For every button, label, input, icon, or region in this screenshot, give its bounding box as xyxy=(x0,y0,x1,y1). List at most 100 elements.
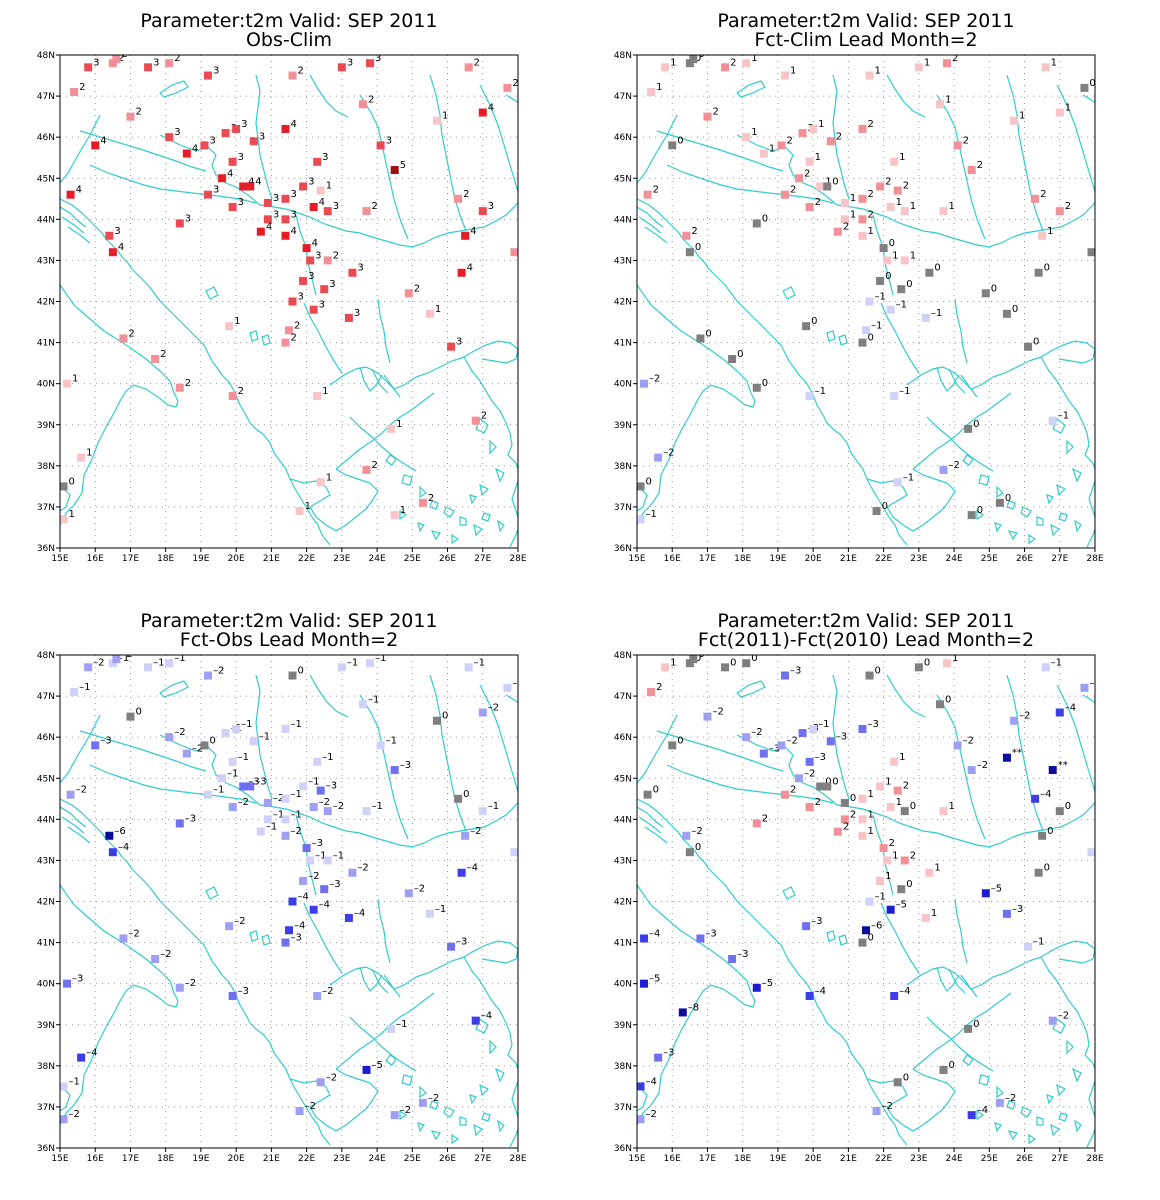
station-marker xyxy=(637,515,645,524)
station-marker xyxy=(858,231,867,240)
station-value-label: 2 xyxy=(867,209,873,220)
station-marker xyxy=(390,166,399,175)
station-marker xyxy=(809,124,818,133)
station-marker xyxy=(893,186,902,195)
map-area: 2201100210211212122111222111021210201212… xyxy=(637,55,1095,548)
station-marker xyxy=(661,663,670,672)
x-tick-label: 22E xyxy=(875,1154,892,1164)
station-marker xyxy=(454,794,463,803)
y-tick-label: 37N xyxy=(37,503,55,513)
station-value-label: –1 xyxy=(322,752,333,763)
station-value-label: 1 xyxy=(899,752,905,763)
station-marker xyxy=(943,59,952,68)
station-marker xyxy=(742,733,751,742)
station-value-label: –1 xyxy=(899,386,910,397)
station-value-label: 2 xyxy=(843,222,849,233)
station-value-label: –4 xyxy=(354,908,365,919)
station-value-label: 2 xyxy=(691,226,697,237)
x-tick-label: 23E xyxy=(910,1154,927,1164)
station-value-label: 1 xyxy=(435,304,441,315)
station-value-label: 3 xyxy=(213,66,219,77)
station-marker xyxy=(759,749,768,758)
station-marker xyxy=(689,655,698,664)
station-value-label: 0 xyxy=(677,735,683,746)
station-marker xyxy=(728,355,737,364)
station-value-label: –3 xyxy=(867,719,878,730)
station-value-label: 3 xyxy=(290,209,296,220)
station-marker xyxy=(862,326,870,335)
station-value-label: 1 xyxy=(396,419,402,430)
x-tick-label: 17E xyxy=(699,1154,716,1164)
station-value-label: 0 xyxy=(1065,801,1071,812)
station-marker xyxy=(221,129,230,138)
station-marker xyxy=(897,285,906,294)
station-value-label: –3 xyxy=(456,937,467,948)
station-value-label: 1 xyxy=(885,776,891,787)
map-panel-4: Parameter:t2m Valid: SEP 2011Fct(2011)-F… xyxy=(614,610,1104,1164)
station-value-label: 3 xyxy=(213,185,219,196)
station-value-label: –1 xyxy=(69,1076,80,1087)
station-marker xyxy=(897,885,906,894)
station-marker xyxy=(126,112,135,121)
station-value-label: –1 xyxy=(241,719,252,730)
y-tick-label: 36N xyxy=(614,1144,632,1154)
station-marker xyxy=(858,938,867,947)
station-marker xyxy=(461,231,470,240)
y-tick-label: 37N xyxy=(614,503,632,513)
station-marker xyxy=(858,724,867,733)
station-marker xyxy=(119,934,128,943)
station-value-label: 2 xyxy=(414,283,420,294)
station-marker xyxy=(780,190,789,199)
station-marker xyxy=(418,1098,427,1107)
y-tick-label: 40N xyxy=(614,980,632,990)
station-value-label: 1 xyxy=(656,82,662,93)
station-marker xyxy=(66,190,75,199)
station-marker xyxy=(893,786,902,795)
station-marker xyxy=(883,856,892,865)
station-marker xyxy=(316,1078,325,1087)
y-tick-label: 46N xyxy=(614,733,632,743)
station-value-label: –1 xyxy=(903,472,914,483)
x-tick-label: 20E xyxy=(805,1154,822,1164)
station-value-label: 0 xyxy=(867,333,873,344)
station-marker xyxy=(1055,207,1064,216)
station-value-label: –1 xyxy=(1033,937,1044,948)
station-value-label: 2 xyxy=(185,378,191,389)
station-value-label: 0 xyxy=(934,263,940,274)
x-tick-label: 18E xyxy=(734,554,751,564)
station-marker xyxy=(1002,309,1011,318)
station-marker xyxy=(798,729,807,738)
station-value-label: 4 xyxy=(467,263,473,274)
station-marker xyxy=(900,207,909,216)
station-value-label: 3 xyxy=(93,57,99,68)
station-marker xyxy=(108,659,117,668)
station-marker xyxy=(886,305,895,314)
station-value-label: 2 xyxy=(519,242,525,253)
station-value-label: –3 xyxy=(329,879,340,890)
station-value-label: –3 xyxy=(815,752,826,763)
y-tick-label: 38N xyxy=(37,1062,55,1072)
station-marker xyxy=(795,174,804,183)
station-value-label: –2 xyxy=(786,735,797,746)
station-value-label: 3 xyxy=(315,250,321,261)
station-marker xyxy=(165,59,174,68)
station-value-label: –4 xyxy=(899,986,910,997)
station-marker xyxy=(84,663,93,672)
station-value-label: 2 xyxy=(294,320,300,331)
station-marker xyxy=(376,141,385,150)
station-value-label: –3 xyxy=(400,760,411,771)
station-marker xyxy=(263,215,272,224)
station-value-label: 1 xyxy=(899,152,905,163)
station-marker xyxy=(313,991,322,1000)
station-marker xyxy=(1009,716,1018,725)
station-value-label: 2 xyxy=(867,189,873,200)
station-value-label: 2 xyxy=(238,386,244,397)
station-value-label: 1 xyxy=(818,119,824,130)
station-value-label: –4 xyxy=(481,1011,492,1022)
y-tick-label: 40N xyxy=(37,380,55,390)
x-tick-label: 17E xyxy=(122,1154,139,1164)
station-marker xyxy=(777,141,786,150)
station-marker xyxy=(510,248,518,257)
station-marker xyxy=(309,803,318,812)
station-value-label: 1 xyxy=(850,209,856,220)
